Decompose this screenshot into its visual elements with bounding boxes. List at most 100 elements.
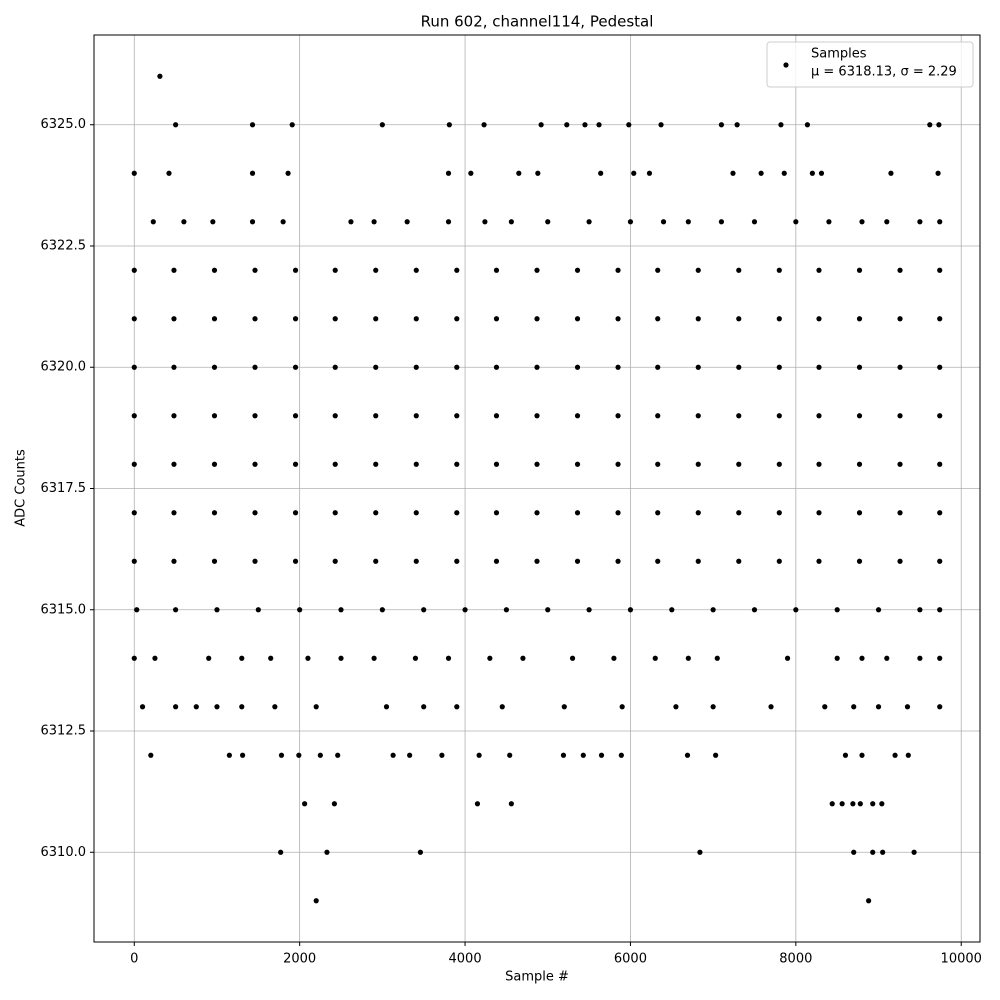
x-tick-label: 4000 — [449, 952, 482, 967]
point — [655, 558, 661, 564]
point — [292, 510, 299, 516]
point — [214, 607, 220, 613]
point — [937, 510, 943, 516]
point — [278, 849, 284, 855]
point — [734, 122, 740, 128]
point — [884, 655, 890, 661]
point — [917, 219, 923, 225]
point — [292, 461, 299, 467]
point — [252, 510, 258, 516]
point — [818, 170, 825, 176]
y-tick-label: 6320.0 — [41, 360, 87, 375]
point — [937, 364, 943, 370]
point — [520, 655, 526, 661]
point — [937, 267, 943, 273]
point — [373, 413, 379, 419]
point — [331, 801, 337, 807]
point — [655, 461, 661, 467]
point — [373, 316, 379, 322]
point — [131, 655, 137, 661]
point — [272, 704, 278, 710]
point — [534, 267, 540, 273]
point — [816, 558, 822, 564]
point — [736, 510, 742, 516]
point — [211, 364, 218, 370]
point — [598, 170, 604, 176]
point — [736, 413, 742, 419]
point — [332, 267, 338, 273]
point — [249, 122, 256, 128]
point — [851, 849, 857, 855]
point — [776, 510, 782, 516]
point — [413, 413, 419, 419]
point — [413, 510, 419, 516]
point — [574, 413, 581, 419]
point — [252, 558, 258, 564]
point — [695, 558, 701, 564]
grid — [94, 35, 980, 942]
y-tick-label: 6310.0 — [41, 845, 87, 860]
point — [856, 510, 863, 516]
point — [816, 510, 822, 516]
point — [421, 704, 427, 710]
point — [627, 219, 634, 225]
point — [252, 413, 258, 419]
point — [850, 801, 856, 807]
point — [897, 510, 903, 516]
point — [239, 655, 245, 661]
point — [373, 364, 379, 370]
point — [493, 364, 500, 370]
x-tick-label: 10000 — [941, 952, 982, 967]
point — [793, 607, 799, 613]
point — [596, 122, 602, 128]
point — [210, 219, 216, 225]
point — [856, 316, 863, 322]
point — [655, 413, 661, 419]
point — [685, 655, 691, 661]
legend: Samples μ = 6318.13, σ = 2.29 — [766, 41, 974, 88]
point — [574, 461, 581, 467]
point — [503, 607, 510, 613]
point — [937, 655, 943, 661]
point — [736, 364, 742, 370]
point — [252, 364, 258, 370]
point — [413, 267, 419, 273]
point — [302, 801, 308, 807]
point — [569, 655, 576, 661]
point — [373, 267, 379, 273]
point — [332, 510, 338, 516]
point — [507, 752, 513, 758]
point — [937, 413, 943, 419]
y-axis-label: ADC Counts — [14, 449, 29, 527]
point — [239, 704, 245, 710]
point — [131, 316, 137, 322]
point — [193, 704, 199, 710]
y-tick-label: 6325.0 — [41, 117, 87, 132]
point — [292, 558, 299, 564]
point — [888, 170, 894, 176]
point — [937, 316, 943, 322]
point — [776, 267, 782, 273]
point — [371, 219, 377, 225]
point — [454, 316, 460, 322]
point — [718, 219, 725, 225]
point — [776, 413, 782, 419]
point — [695, 510, 701, 516]
point — [880, 849, 886, 855]
point — [211, 510, 218, 516]
point — [697, 849, 703, 855]
point — [822, 704, 828, 710]
point — [937, 219, 943, 225]
point — [839, 801, 845, 807]
point — [535, 170, 541, 176]
point — [897, 364, 903, 370]
x-axis-label: Sample # — [505, 970, 569, 985]
point — [131, 413, 137, 419]
point — [211, 316, 218, 322]
point — [917, 607, 923, 613]
point — [776, 461, 782, 467]
point — [439, 752, 445, 758]
point — [474, 801, 481, 807]
point — [332, 316, 338, 322]
